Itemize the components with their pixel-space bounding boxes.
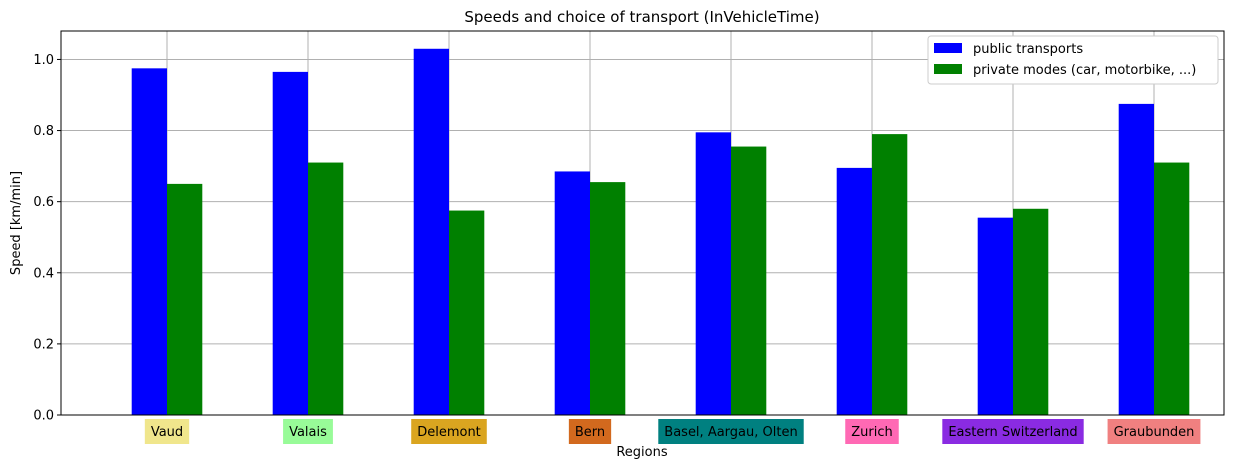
category-label-background <box>411 419 487 444</box>
chart-title: Speeds and choice of transport (InVehicl… <box>464 8 819 26</box>
bar-private-modes <box>872 134 908 415</box>
legend-swatch <box>934 43 962 53</box>
legend-label: public transports <box>973 42 1083 57</box>
bar-public-transports <box>554 171 590 415</box>
bar-public-transports <box>131 68 167 415</box>
category-label: Graubunden <box>1114 425 1195 440</box>
bar-private-modes <box>1013 208 1049 415</box>
category-label-background <box>283 419 333 444</box>
y-axis-label: Speed [km/min] <box>9 171 24 275</box>
y-tick-label: 0.6 <box>33 195 54 210</box>
category-label-background <box>658 419 804 444</box>
bar-public-transports <box>413 48 449 416</box>
bar-public-transports <box>272 71 308 415</box>
bar-private-modes <box>308 162 344 415</box>
category-label-background <box>568 419 612 444</box>
bar-private-modes <box>590 182 626 415</box>
y-tick-label: 0.0 <box>33 409 54 424</box>
bar-private-modes <box>731 146 767 416</box>
legend-box <box>927 35 1219 85</box>
x-axis-label: Regions <box>616 445 668 460</box>
category-label: Basel, Aargau, Olten <box>664 425 797 440</box>
category-label: Delemont <box>417 425 481 440</box>
y-tick-label: 1.0 <box>33 53 54 68</box>
category-label: Valais <box>289 425 327 440</box>
category-label-background <box>1107 419 1201 444</box>
bar-private-modes <box>167 183 203 415</box>
legend-label: private modes (car, motorbike, ...) <box>973 63 1196 78</box>
legend: public transports private modes (car, mot… <box>927 35 1219 85</box>
y-axis: 0.0 0.2 0.4 0.6 0.8 1.0 <box>33 53 61 424</box>
category-label: Bern <box>575 425 605 440</box>
bar-public-transports <box>1118 103 1154 415</box>
bars <box>131 48 1190 416</box>
category-label: Zurich <box>851 425 893 440</box>
bar-public-transports <box>695 132 731 416</box>
category-label-background <box>942 419 1084 444</box>
bar-private-modes <box>449 210 485 415</box>
category-label-background <box>144 419 190 444</box>
plot-frame <box>60 30 1225 416</box>
bar-public-transports <box>836 167 872 415</box>
grid-lines <box>61 31 1224 416</box>
bar-public-transports <box>977 217 1013 415</box>
bar-private-modes <box>1154 162 1190 415</box>
y-tick-label: 0.2 <box>33 337 54 352</box>
category-labels: Vaud Valais Delemont Bern Basel, Aargau, Olt… <box>144 419 1201 444</box>
category-label: Eastern Switzerland <box>948 425 1077 440</box>
category-label-background <box>845 419 899 444</box>
y-tick-label: 0.8 <box>33 124 54 139</box>
category-label: Vaud <box>151 425 183 440</box>
legend-swatch <box>934 64 962 74</box>
y-tick-label: 0.4 <box>33 266 54 281</box>
